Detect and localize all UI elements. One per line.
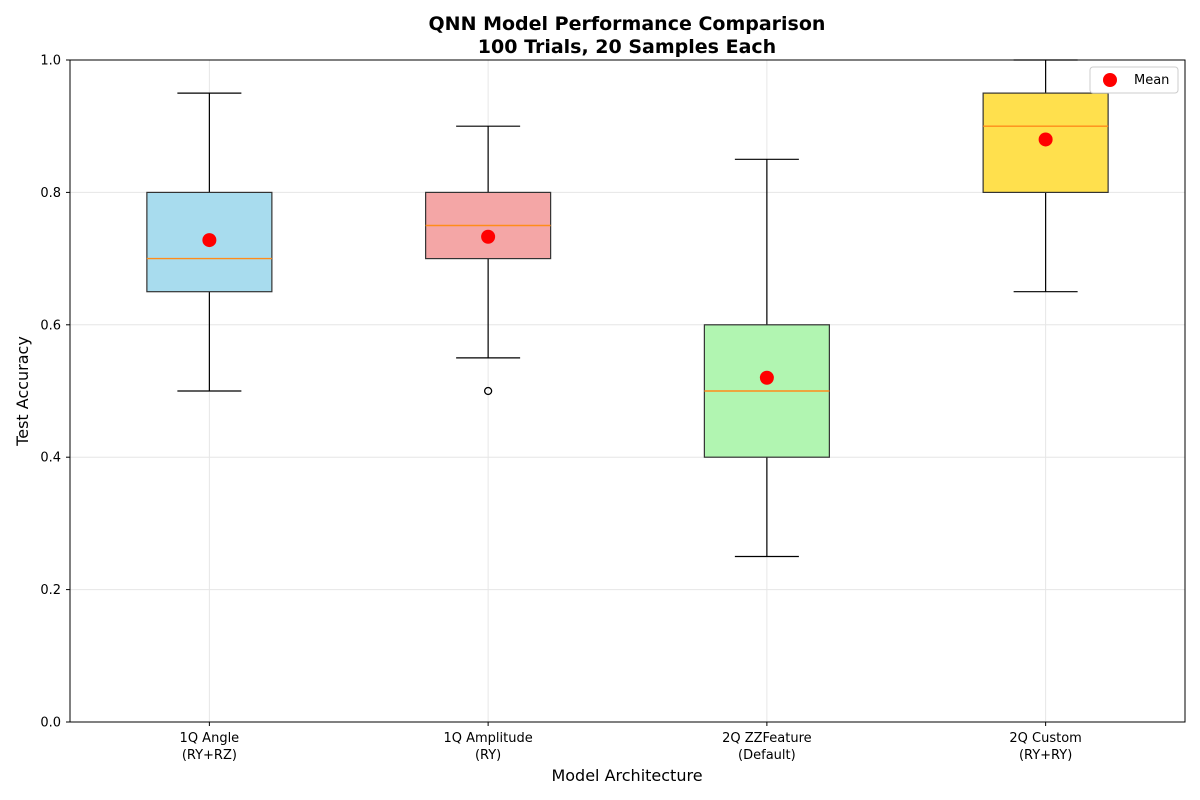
y-axis-label: Test Accuracy <box>13 336 32 447</box>
chart-title-line-2: 100 Trials, 20 Samples Each <box>478 36 776 58</box>
y-tick-label: 1.0 <box>40 54 61 69</box>
box-group <box>982 59 1109 293</box>
y-tick-label: 0.6 <box>40 318 61 333</box>
chart-title-line-1: QNN Model Performance Comparison <box>429 13 826 35</box>
y-axis-ticks: 0.0 0.2 0.4 0.6 0.8 1.0 <box>40 54 70 731</box>
y-tick-label: 0.2 <box>40 583 61 598</box>
legend-mean-marker <box>1103 73 1117 87</box>
legend-mean-label: Mean <box>1134 73 1169 88</box>
outlier-point <box>483 386 493 396</box>
y-tick-label: 0.8 <box>40 186 61 201</box>
y-tick-label: 0.0 <box>40 716 61 731</box>
mean-marker <box>481 229 496 244</box>
legend: Mean <box>1089 66 1179 94</box>
box-group <box>425 125 552 396</box>
x-axis-ticks: 1Q Angle (RY+RZ) 1Q Amplitude (RY) 2Q ZZFeat… <box>180 722 1082 763</box>
y-tick-label: 0.4 <box>40 451 61 466</box>
x-tick-label: (RY) <box>475 748 501 763</box>
x-tick-label: 1Q Angle <box>180 731 240 746</box>
box-group <box>703 158 830 558</box>
mean-marker <box>1038 132 1053 147</box>
x-tick-label: (Default) <box>738 748 796 763</box>
x-tick-label: 1Q Amplitude <box>443 731 532 746</box>
mean-marker <box>202 233 217 248</box>
x-tick-label: 2Q ZZFeature <box>722 731 812 746</box>
mean-marker <box>759 370 774 385</box>
x-tick-label: (RY+RZ) <box>182 748 237 763</box>
x-tick-label: 2Q Custom <box>1009 731 1081 746</box>
box-series <box>146 59 1109 558</box>
box-group <box>146 92 273 392</box>
x-axis-label: Model Architecture <box>551 766 702 785</box>
plot-frame <box>69 59 1186 723</box>
x-tick-label: (RY+RY) <box>1019 748 1072 763</box>
